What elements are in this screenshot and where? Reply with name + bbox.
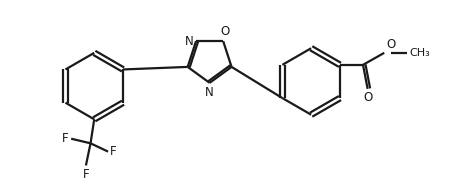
Text: O: O xyxy=(220,25,230,38)
Text: F: F xyxy=(83,168,89,181)
Text: F: F xyxy=(62,132,69,145)
Text: N: N xyxy=(185,35,193,48)
Text: O: O xyxy=(386,39,395,52)
Text: F: F xyxy=(110,145,117,158)
Text: N: N xyxy=(205,86,214,99)
Text: CH₃: CH₃ xyxy=(409,48,430,58)
Text: O: O xyxy=(363,91,372,104)
